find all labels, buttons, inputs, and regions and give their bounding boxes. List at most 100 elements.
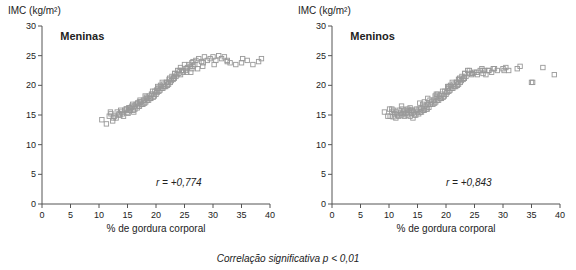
point <box>456 77 460 81</box>
x-tick-label: 20 <box>441 210 451 220</box>
point <box>411 116 415 120</box>
x-tick <box>241 204 242 208</box>
y-tick <box>38 85 42 86</box>
panel-title: Meninos <box>350 30 395 42</box>
point <box>463 71 467 75</box>
point <box>111 116 115 120</box>
point <box>483 68 487 72</box>
y-tick <box>328 26 332 27</box>
point <box>212 62 216 66</box>
point <box>491 67 495 71</box>
x-tick <box>70 204 71 208</box>
y-tick <box>328 115 332 116</box>
point <box>469 71 473 75</box>
point <box>410 108 414 112</box>
point <box>492 67 496 71</box>
y-tick <box>38 26 42 27</box>
point <box>481 71 485 75</box>
point <box>435 92 439 96</box>
point <box>399 113 403 117</box>
point <box>391 115 395 119</box>
y-tick <box>38 174 42 175</box>
point <box>150 89 154 93</box>
point <box>418 101 422 105</box>
footer: Correlação significativa p < 0,01 <box>217 253 360 264</box>
y-tick <box>328 144 332 145</box>
point <box>234 62 238 66</box>
point <box>422 108 426 112</box>
y-tick <box>328 55 332 56</box>
point <box>414 107 418 111</box>
x-tick <box>213 204 214 208</box>
point <box>401 112 405 116</box>
point <box>259 56 263 60</box>
y-tick-label: 30 <box>316 21 326 31</box>
y-tick-label: 25 <box>316 51 326 61</box>
y-tick-label: 20 <box>26 80 36 90</box>
point <box>160 80 164 84</box>
x-axis-label: % de gordura corporal <box>397 223 496 234</box>
point <box>100 118 104 122</box>
x-tick-label: 30 <box>208 210 218 220</box>
point <box>504 65 508 69</box>
y-tick-label: 20 <box>316 80 326 90</box>
point <box>191 59 195 63</box>
chart-figure: 0510152025303540051015202530Meninasr = +… <box>0 0 576 270</box>
y-tick-label: 5 <box>321 169 326 179</box>
x-tick <box>127 204 128 208</box>
point <box>185 65 189 69</box>
point <box>240 56 244 60</box>
y-tick <box>38 55 42 56</box>
y-axis-label: IMC (kg/m²) <box>8 5 61 16</box>
x-tick-label: 10 <box>94 210 104 220</box>
point <box>552 72 556 76</box>
y-tick <box>38 204 42 205</box>
x-tick-label: 0 <box>39 210 44 220</box>
y-tick-label: 10 <box>316 140 326 150</box>
x-tick-label: 5 <box>68 210 73 220</box>
y-tick-label: 10 <box>26 140 36 150</box>
x-tick <box>389 204 390 208</box>
y-tick <box>38 144 42 145</box>
point <box>471 71 475 75</box>
point <box>165 80 169 84</box>
point <box>197 56 201 60</box>
panel: 0510152025303540051015202530Meninasr = +… <box>8 5 275 234</box>
x-tick-label: 0 <box>329 210 334 220</box>
point <box>145 96 149 100</box>
y-tick <box>328 204 332 205</box>
point <box>507 68 511 72</box>
point <box>128 106 132 110</box>
x-tick <box>270 204 271 208</box>
panel-title: Meninas <box>60 30 104 42</box>
point <box>156 86 160 90</box>
x-tick-label: 40 <box>265 210 275 220</box>
point <box>191 64 195 68</box>
x-tick-label: 30 <box>498 210 508 220</box>
point <box>172 74 176 78</box>
x-tick <box>446 204 447 208</box>
x-axis-label: % de gordura corporal <box>107 223 206 234</box>
y-tick <box>38 115 42 116</box>
x-tick-label: 35 <box>236 210 246 220</box>
y-tick <box>328 85 332 86</box>
x-tick-label: 20 <box>151 210 161 220</box>
x-tick-label: 35 <box>526 210 536 220</box>
point <box>462 76 466 80</box>
x-tick <box>184 204 185 208</box>
points <box>382 64 556 120</box>
point <box>225 59 229 63</box>
x-tick <box>474 204 475 208</box>
x-tick <box>332 204 333 208</box>
x-tick-label: 25 <box>179 210 189 220</box>
point <box>245 58 249 62</box>
annotation: r = +0,774 <box>156 177 202 188</box>
point <box>118 113 122 117</box>
points <box>100 53 264 126</box>
point <box>434 92 438 96</box>
point <box>447 84 451 88</box>
point <box>396 114 400 118</box>
point <box>201 61 205 65</box>
point <box>251 62 255 66</box>
point <box>502 68 506 72</box>
